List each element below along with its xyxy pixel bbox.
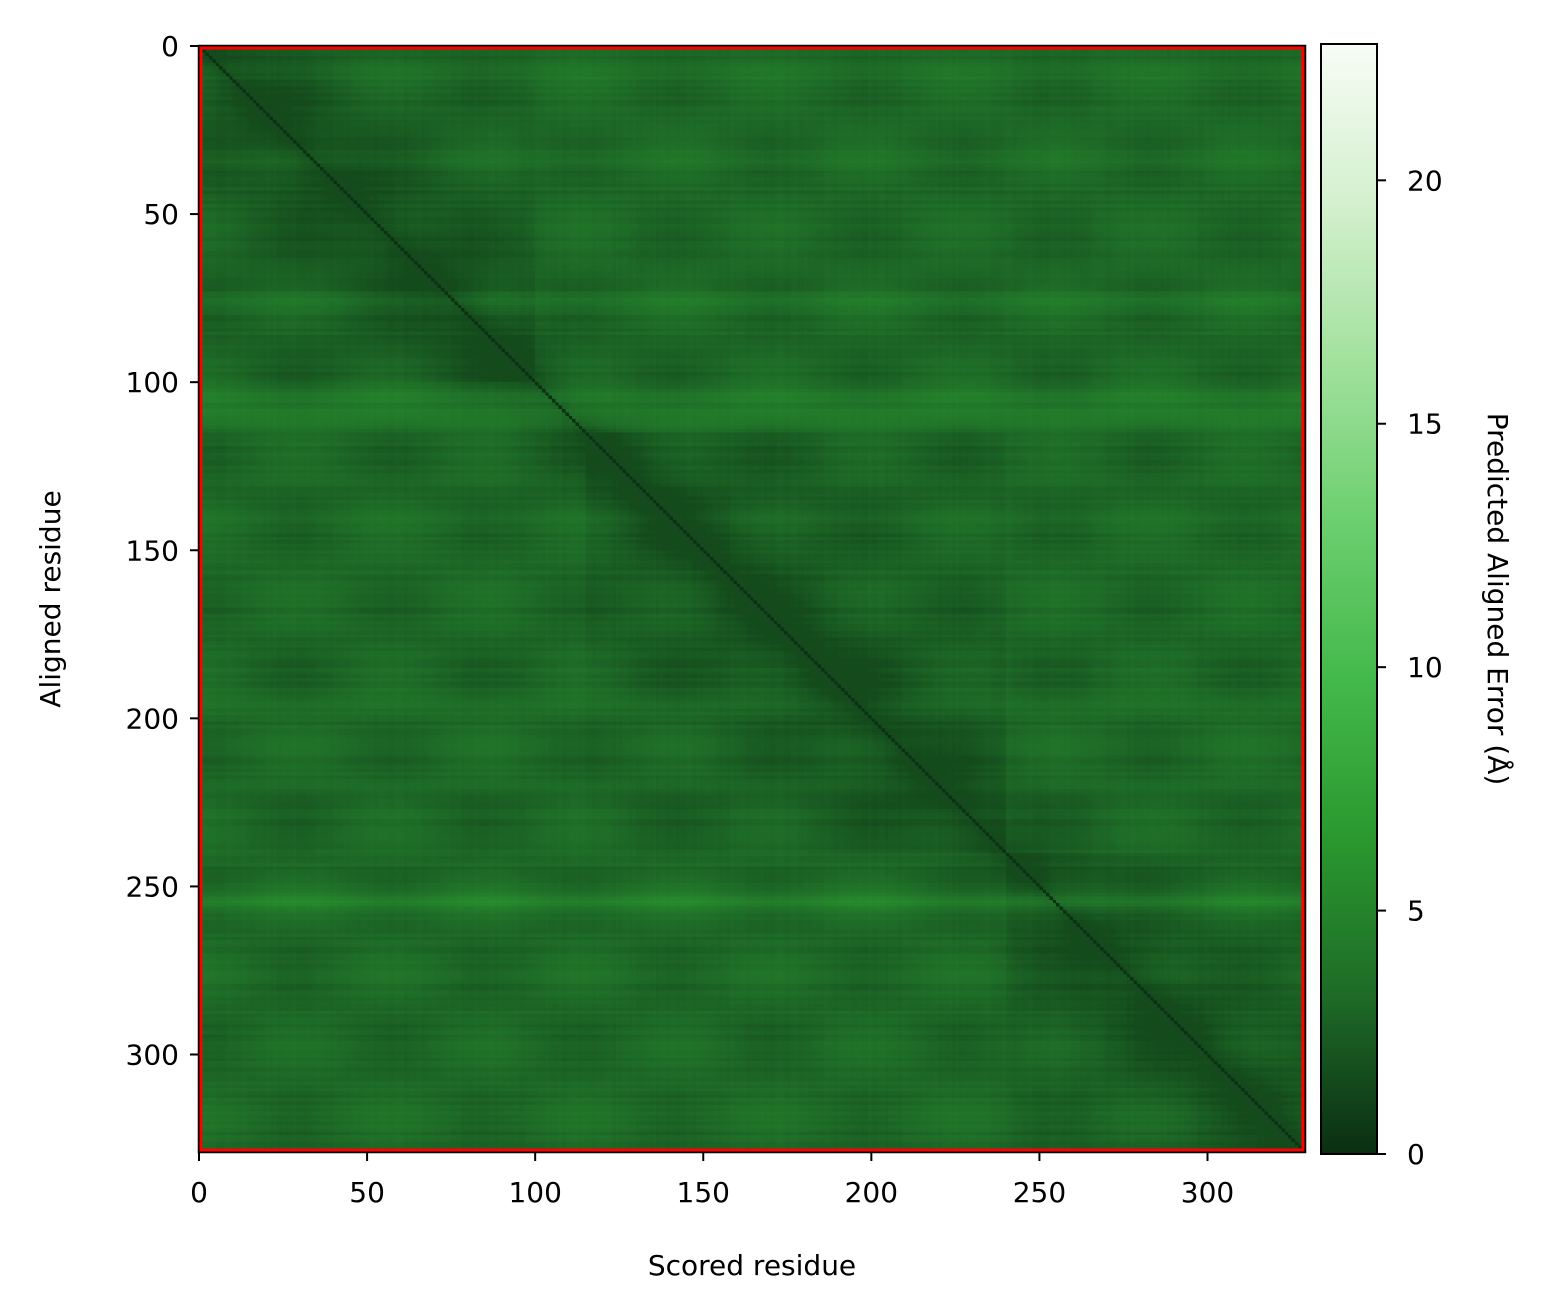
y-axis-label: Aligned residue (34, 490, 67, 707)
y-tick-label: 50 (143, 198, 179, 231)
y-axis: 0 50 100 150 200 250 300 (126, 30, 199, 1072)
y-tick-label: 100 (126, 366, 179, 399)
y-tick-label: 150 (126, 534, 179, 567)
colorbar-gradient (1321, 44, 1377, 1154)
colorbar-label: Predicted Aligned Error (Å) (1481, 413, 1515, 786)
colorbar-ticks: 0 5 10 15 20 (1377, 164, 1443, 1171)
x-tick-label: 200 (845, 1176, 898, 1209)
y-tick-label: 200 (126, 702, 179, 735)
x-tick-label: 300 (1181, 1176, 1234, 1209)
colorbar-tick-label: 20 (1407, 164, 1443, 197)
colorbar-tick-label: 15 (1407, 408, 1443, 441)
diagonal-line (198, 45, 1306, 1153)
colorbar-frame (1320, 43, 1378, 1155)
colorbar-tick-label: 10 (1407, 651, 1443, 684)
y-tick-label: 300 (126, 1039, 179, 1072)
x-tick-label: 150 (677, 1176, 730, 1209)
x-tick-label: 100 (508, 1176, 561, 1209)
x-tick-label: 0 (190, 1176, 208, 1209)
x-axis-label: Scored residue (648, 1249, 856, 1282)
colorbar-tick-label: 0 (1407, 1138, 1425, 1171)
colorbar: 0 5 10 15 20 (1320, 43, 1443, 1171)
heatmap-image (199, 46, 1305, 1152)
colorbar-tick-label: 5 (1407, 895, 1425, 928)
x-tick-label: 250 (1013, 1176, 1066, 1209)
plot-frame (197, 44, 1307, 1154)
y-tick-label: 0 (161, 30, 179, 63)
x-axis: 0 50 100 150 200 250 300 (190, 1152, 1234, 1209)
x-tick-label: 50 (349, 1176, 385, 1209)
heatmap-plot (197, 44, 1307, 1154)
y-tick-label: 250 (126, 870, 179, 903)
red-border (199, 46, 1305, 1152)
diagonal-trace (198, 45, 1306, 1153)
